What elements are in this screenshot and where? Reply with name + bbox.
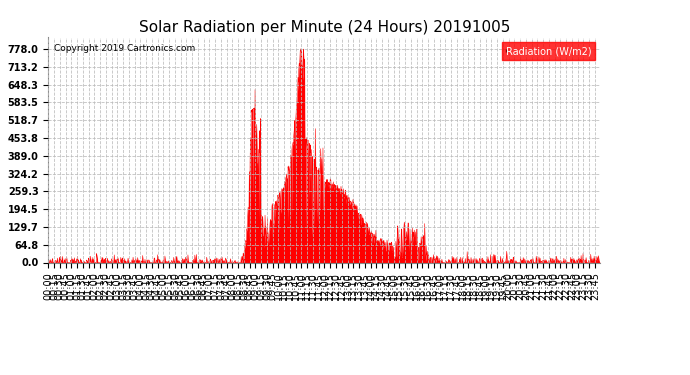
Title: Solar Radiation per Minute (24 Hours) 20191005: Solar Radiation per Minute (24 Hours) 20… [139, 20, 510, 35]
Legend: Radiation (W/m2): Radiation (W/m2) [502, 42, 595, 60]
Text: Copyright 2019 Cartronics.com: Copyright 2019 Cartronics.com [54, 44, 195, 53]
